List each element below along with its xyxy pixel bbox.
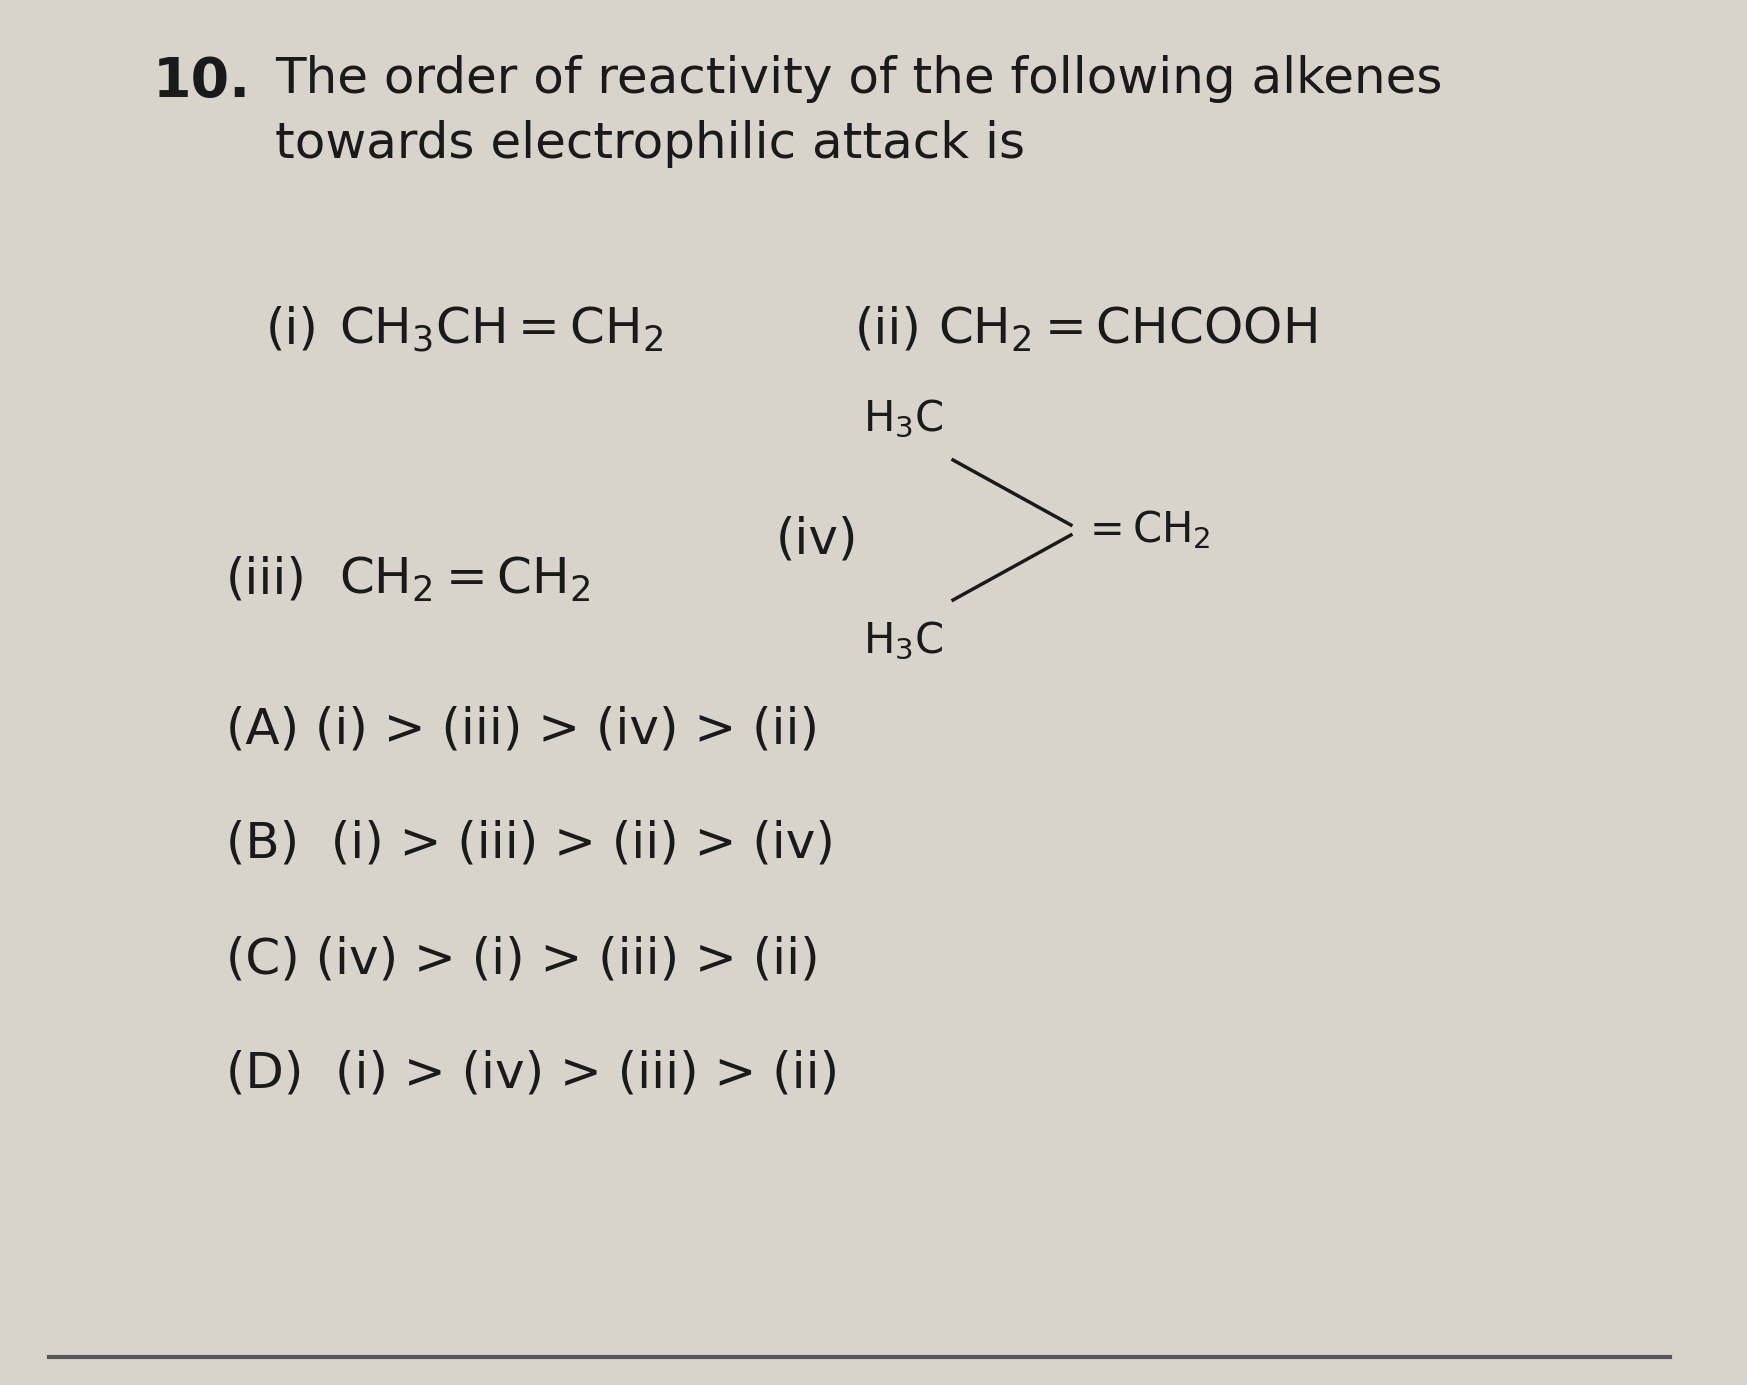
Text: $\mathregular{CH_2{=}CHCOOH}$: $\mathregular{CH_2{=}CHCOOH}$ [938, 305, 1317, 355]
Text: (iv): (iv) [776, 515, 860, 562]
Text: $\mathregular{H_3C}$: $\mathregular{H_3C}$ [863, 397, 943, 440]
Text: The order of reactivity of the following alkenes: The order of reactivity of the following… [274, 55, 1443, 102]
Text: $\mathregular{H_3C}$: $\mathregular{H_3C}$ [863, 620, 943, 662]
Text: 10.: 10. [152, 55, 250, 109]
Text: (iii): (iii) [225, 555, 307, 602]
Text: $\mathregular{{=}CH_2}$: $\mathregular{{=}CH_2}$ [1081, 508, 1211, 551]
Text: $\mathregular{CH_3CH{=}CH_2}$: $\mathregular{CH_3CH{=}CH_2}$ [339, 305, 664, 355]
Text: (A) (i) > (iii) > (iv) > (ii): (A) (i) > (iii) > (iv) > (ii) [225, 705, 819, 753]
Text: (B)  (i) > (iii) > (ii) > (iv): (B) (i) > (iii) > (ii) > (iv) [225, 820, 835, 868]
Text: towards electrophilic attack is: towards electrophilic attack is [274, 120, 1025, 168]
Text: (D)  (i) > (iv) > (iii) > (ii): (D) (i) > (iv) > (iii) > (ii) [225, 1050, 839, 1098]
Text: (i): (i) [266, 305, 318, 353]
Text: (ii): (ii) [854, 305, 922, 353]
Text: (C) (iv) > (i) > (iii) > (ii): (C) (iv) > (i) > (iii) > (ii) [225, 935, 819, 983]
Text: $\mathregular{CH_2{=}CH_2}$: $\mathregular{CH_2{=}CH_2}$ [339, 555, 590, 604]
